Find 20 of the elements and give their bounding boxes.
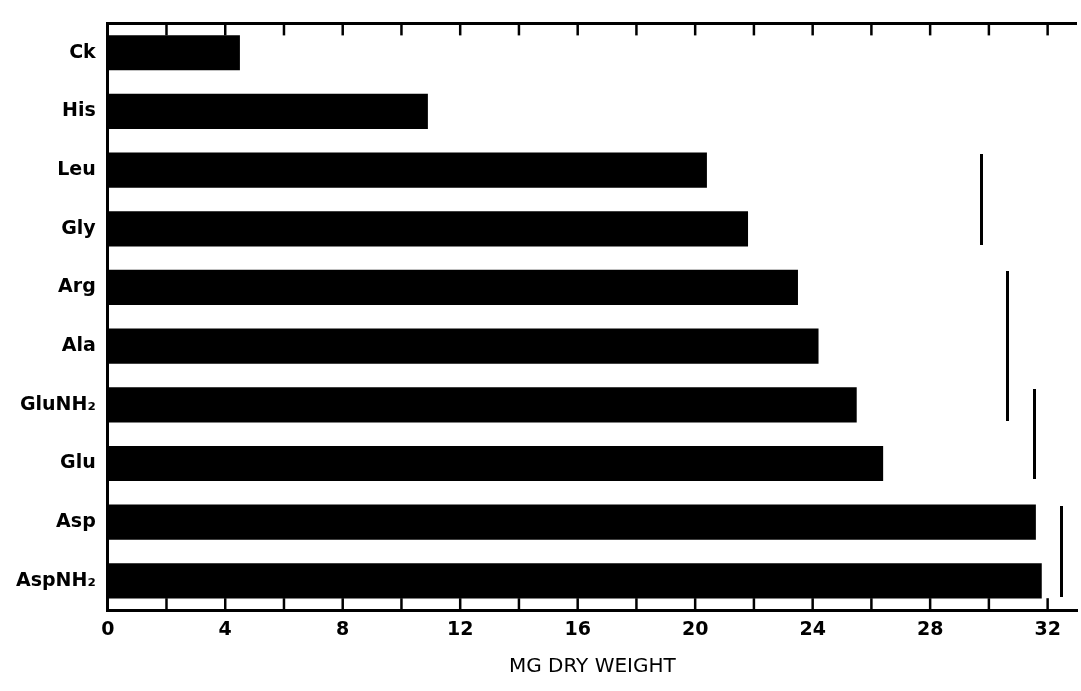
x-axis-title: MG DRY WEIGHT [508,653,677,678]
y-tick-label: Ala [61,333,96,356]
y-tick-label: Leu [57,157,96,180]
x-tick-label: 24 [799,616,826,639]
x-tick-label: 16 [564,616,591,639]
y-tick-label: Gly [61,215,97,238]
y-tick-label: GluNH₂ [19,391,96,414]
y-tick-label: His [62,98,96,121]
y-tick-label: Ck [69,39,97,62]
x-tick-label: 4 [218,616,232,639]
y-tick-label: AspNH₂ [15,567,96,590]
y-tick-label: Asp [56,509,96,532]
x-tick-label: 0 [101,616,115,639]
x-tick-label: 32 [1034,616,1061,639]
x-tick-label: 8 [336,616,350,639]
x-tick-label: 20 [681,616,709,639]
x-tick-label: 28 [916,616,944,639]
y-tick-label: Glu [60,450,96,473]
x-tick-label: 12 [446,616,474,639]
y-tick-label: Arg [58,274,96,297]
